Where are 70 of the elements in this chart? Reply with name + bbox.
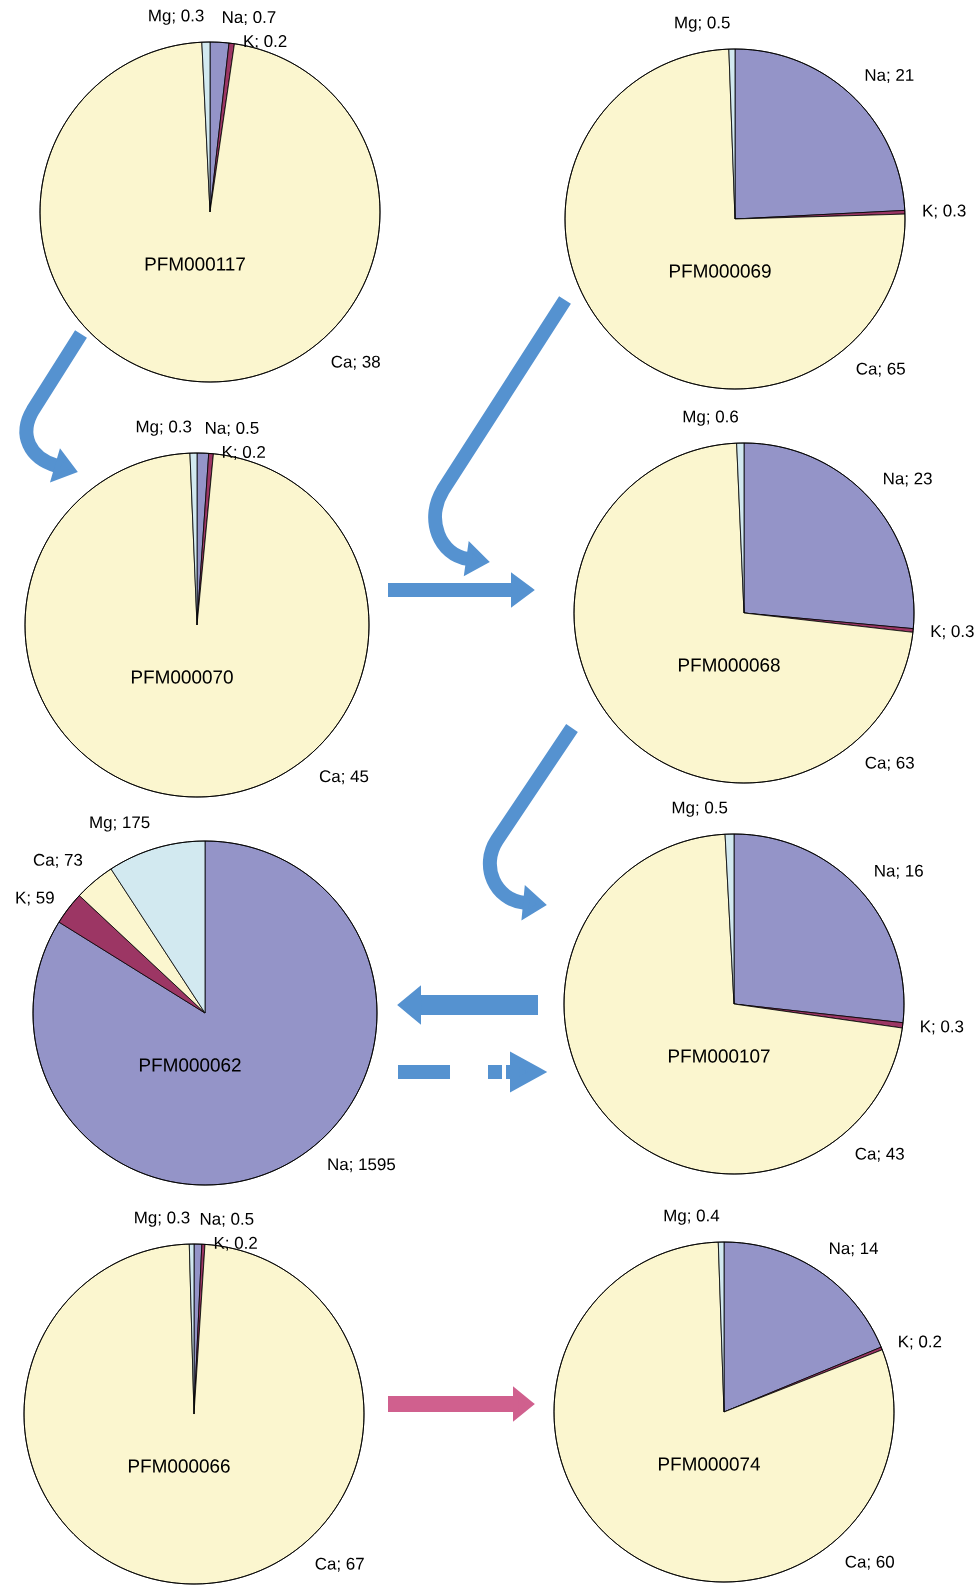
slice-label: Na	[865, 69, 887, 81]
slice-label: K	[16, 891, 27, 904]
data-label: ; 0.5	[696, 801, 728, 816]
text: PFM000107	[668, 1049, 770, 1063]
data-label: ; 0.6	[707, 410, 739, 425]
text: PFM000066	[128, 1459, 230, 1473]
data-label: ; 0.5	[227, 421, 259, 436]
text: PFM000069	[669, 264, 771, 278]
slice-label: Mg	[664, 1209, 686, 1225]
data-label: ; 59	[27, 891, 54, 906]
data-label: ; 0.3	[934, 204, 966, 219]
data-label: ; 0.3	[172, 9, 204, 24]
slice-label: Ca	[315, 1557, 337, 1570]
text: PFM000117	[145, 257, 245, 271]
text: PFM000074	[658, 1457, 760, 1471]
slice-label: Mg	[90, 816, 112, 832]
slice-label: Na	[328, 1158, 349, 1171]
slice-label: Na	[223, 11, 244, 24]
slice-label: Mg	[136, 420, 158, 436]
slice-label: Mg	[135, 1211, 157, 1227]
data-label: ; 73	[56, 853, 83, 868]
slice-label: Ca	[845, 1555, 867, 1568]
data-label: ; 63	[887, 756, 914, 771]
slice-label: K	[931, 625, 942, 637]
data-label: ; 65	[878, 362, 905, 377]
data-label: ; 175	[114, 816, 150, 831]
data-label: ; 0.5	[699, 16, 730, 31]
slice-label: Ca	[856, 362, 878, 375]
slice-label: K	[921, 1020, 931, 1033]
slice-label: Na	[206, 422, 227, 434]
data-label: ; 67	[337, 1557, 364, 1572]
legend-label: K	[923, 204, 934, 217]
slice-label: Ca	[331, 355, 353, 368]
text: PFM000068	[678, 658, 780, 672]
slice-label: K	[244, 35, 255, 47]
data-label: ; 0.2	[255, 35, 287, 50]
slice-label: Na	[875, 864, 896, 877]
data-label: ; 0.2	[910, 1335, 942, 1350]
data-label: ; 45	[342, 770, 369, 785]
text: PFM000070	[131, 670, 233, 684]
data-label: ; 0.2	[226, 1236, 257, 1251]
data-label: ; 60	[867, 1555, 894, 1570]
slice-label: Ca	[855, 1147, 877, 1160]
data-label: ; 0.7	[244, 11, 276, 26]
data-label: ; 0.3	[158, 1211, 190, 1226]
slice-label: K	[899, 1335, 909, 1348]
text: PFM000062	[139, 1058, 241, 1072]
data-label: ; 1595	[350, 1158, 396, 1173]
slice-label: Ca	[865, 756, 887, 769]
data-label: ; 23	[905, 472, 932, 487]
data-label: ; 0.3	[943, 625, 974, 640]
data-label: ; 21	[887, 69, 914, 83]
slice-label: Na	[200, 1213, 222, 1225]
slice-label: Na	[884, 472, 905, 485]
slice-label: Mg	[683, 410, 705, 426]
data-label: ; 0.3	[932, 1020, 964, 1035]
data-label: ; 0.2	[234, 445, 265, 460]
slice-label: Mg	[675, 16, 697, 32]
slice-label: Ca	[319, 770, 341, 783]
slice-label: Mg	[149, 9, 171, 25]
slice-label: Mg	[672, 801, 694, 817]
data-label: ; 16	[896, 864, 923, 879]
slice-label: Ca	[33, 853, 55, 866]
data-label: ; 0.5	[222, 1212, 254, 1227]
data-label: ; 38	[353, 355, 380, 370]
slice-label: Na	[830, 1242, 851, 1255]
data-label: ; 14	[851, 1242, 879, 1257]
data-label: ; 0.3	[160, 420, 192, 435]
data-label: ; 43	[877, 1147, 904, 1162]
data-label: ; 0.4	[688, 1209, 720, 1224]
